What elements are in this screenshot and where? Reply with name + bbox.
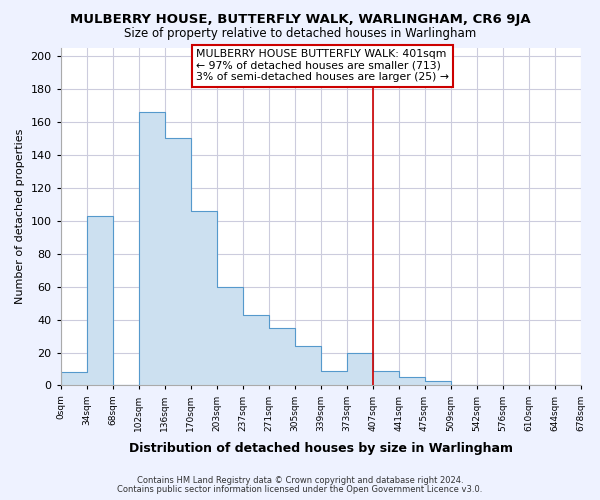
Bar bbox=[61, 372, 86, 386]
Bar bbox=[191, 210, 217, 386]
Text: MULBERRY HOUSE, BUTTERFLY WALK, WARLINGHAM, CR6 9JA: MULBERRY HOUSE, BUTTERFLY WALK, WARLINGH… bbox=[70, 12, 530, 26]
Bar bbox=[86, 216, 113, 386]
Bar bbox=[295, 346, 320, 386]
Text: MULBERRY HOUSE BUTTERFLY WALK: 401sqm
← 97% of detached houses are smaller (713): MULBERRY HOUSE BUTTERFLY WALK: 401sqm ← … bbox=[196, 49, 449, 82]
Bar bbox=[217, 286, 242, 386]
Bar bbox=[425, 380, 451, 386]
Bar bbox=[347, 352, 373, 386]
Bar bbox=[373, 370, 398, 386]
Text: Contains public sector information licensed under the Open Government Licence v3: Contains public sector information licen… bbox=[118, 485, 482, 494]
Bar bbox=[164, 138, 191, 386]
Text: Contains HM Land Registry data © Crown copyright and database right 2024.: Contains HM Land Registry data © Crown c… bbox=[137, 476, 463, 485]
Bar bbox=[269, 328, 295, 386]
Bar bbox=[242, 314, 269, 386]
Y-axis label: Number of detached properties: Number of detached properties bbox=[15, 129, 25, 304]
X-axis label: Distribution of detached houses by size in Warlingham: Distribution of detached houses by size … bbox=[128, 442, 512, 455]
Bar bbox=[320, 370, 347, 386]
Bar bbox=[398, 377, 425, 386]
Bar bbox=[139, 112, 164, 386]
Text: Size of property relative to detached houses in Warlingham: Size of property relative to detached ho… bbox=[124, 28, 476, 40]
